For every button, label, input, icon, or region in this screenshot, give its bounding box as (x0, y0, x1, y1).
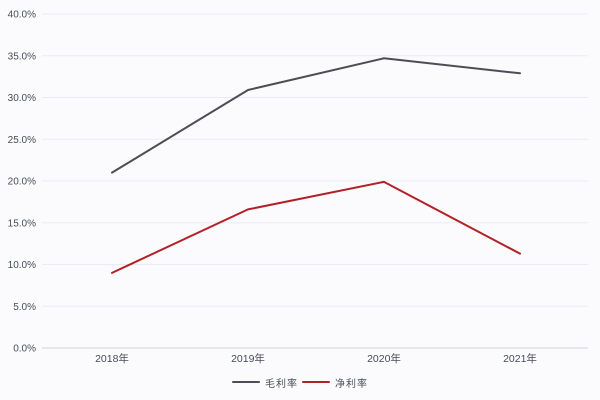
legend-item-net-margin: 净利率 (302, 375, 368, 390)
y-tick-label: 25.0% (8, 135, 36, 146)
net-margin-line-swatch (302, 380, 330, 384)
chart-legend: 毛利率 净利率 (0, 373, 600, 391)
legend-item-gross-margin: 毛利率 (232, 375, 298, 390)
y-tick-label: 35.0% (8, 51, 36, 62)
net-margin-series-line (111, 180, 521, 274)
y-tick-label: 30.0% (8, 93, 36, 104)
x-tick-label: 2021年 (503, 352, 537, 365)
gross-margin-line-swatch (232, 380, 260, 384)
y-tick-label: 15.0% (8, 218, 36, 229)
legend-label-net-margin: 净利率 (335, 378, 368, 390)
gross-margin-series-line (111, 57, 521, 174)
x-tick-label: 2018年 (95, 352, 129, 365)
x-tick-label: 2019年 (231, 352, 265, 365)
y-tick-label: 10.0% (8, 260, 36, 271)
line-chart: 0.0% 5.0% 10.0% 15.0% 20.0% 25.0% 30.0% 35.0% 40… (8, 10, 588, 365)
x-tick-label: 2020年 (367, 352, 401, 365)
legend-label-gross-margin: 毛利率 (265, 378, 298, 390)
y-tick-label: 5.0% (13, 302, 36, 313)
y-tick-label: 0.0% (13, 344, 36, 355)
y-tick-label: 40.0% (8, 10, 36, 21)
y-tick-label: 20.0% (8, 177, 36, 188)
